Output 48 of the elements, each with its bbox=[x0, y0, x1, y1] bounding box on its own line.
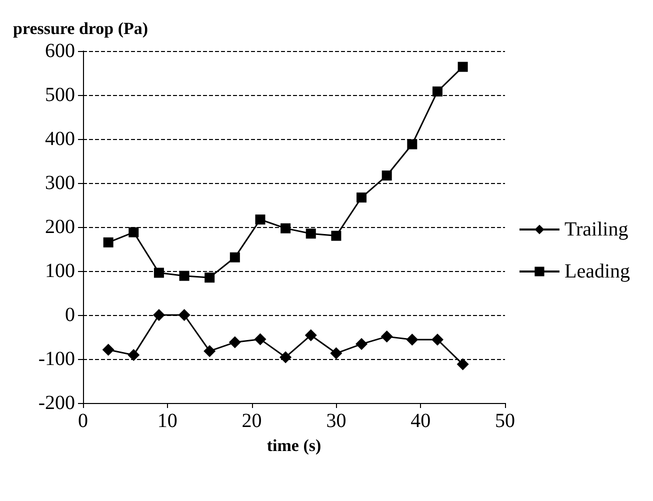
x-tick-label: 30 bbox=[326, 410, 346, 432]
x-tick-label: 50 bbox=[495, 410, 515, 432]
point bbox=[304, 329, 317, 342]
legend-label: Trailing bbox=[564, 218, 628, 240]
point bbox=[128, 227, 139, 238]
y-tick-label: 400 bbox=[45, 128, 75, 150]
point bbox=[204, 272, 215, 283]
point bbox=[406, 334, 418, 346]
point bbox=[128, 349, 140, 362]
point bbox=[254, 333, 266, 346]
point bbox=[228, 336, 241, 348]
point bbox=[330, 347, 342, 360]
point bbox=[179, 270, 190, 281]
point bbox=[456, 358, 469, 370]
y-axis-title: pressure drop (Pa) bbox=[13, 19, 148, 38]
x-tick-label: 40 bbox=[410, 410, 431, 432]
point bbox=[356, 338, 368, 350]
y-tick-label: 0 bbox=[65, 304, 75, 326]
y-tick-label: 600 bbox=[45, 40, 75, 62]
point bbox=[382, 170, 392, 181]
point bbox=[152, 309, 165, 321]
point bbox=[230, 252, 240, 262]
point bbox=[331, 230, 342, 241]
point bbox=[380, 330, 393, 343]
y-tick-label: 100 bbox=[45, 260, 75, 282]
x-tick-label: 20 bbox=[242, 410, 262, 432]
y-tick-label: 200 bbox=[45, 216, 75, 238]
point bbox=[178, 309, 190, 321]
point bbox=[204, 345, 216, 358]
x-axis-title: time (s) bbox=[266, 436, 322, 455]
point bbox=[255, 214, 266, 225]
x-tick-label: 10 bbox=[157, 410, 178, 432]
point bbox=[431, 334, 444, 346]
y-tick-label: 300 bbox=[45, 172, 75, 194]
point bbox=[407, 139, 418, 150]
point bbox=[306, 228, 316, 239]
y-tick-label: 500 bbox=[45, 84, 75, 106]
point bbox=[102, 344, 114, 356]
point bbox=[280, 351, 292, 364]
y-tick-label: -100 bbox=[38, 348, 75, 370]
point bbox=[356, 192, 367, 203]
point bbox=[103, 237, 114, 248]
point bbox=[458, 62, 468, 72]
point bbox=[432, 86, 442, 96]
y-tick-label: -200 bbox=[38, 392, 75, 414]
legend-label: Leading bbox=[564, 260, 630, 282]
point bbox=[154, 268, 164, 278]
point bbox=[280, 223, 291, 234]
